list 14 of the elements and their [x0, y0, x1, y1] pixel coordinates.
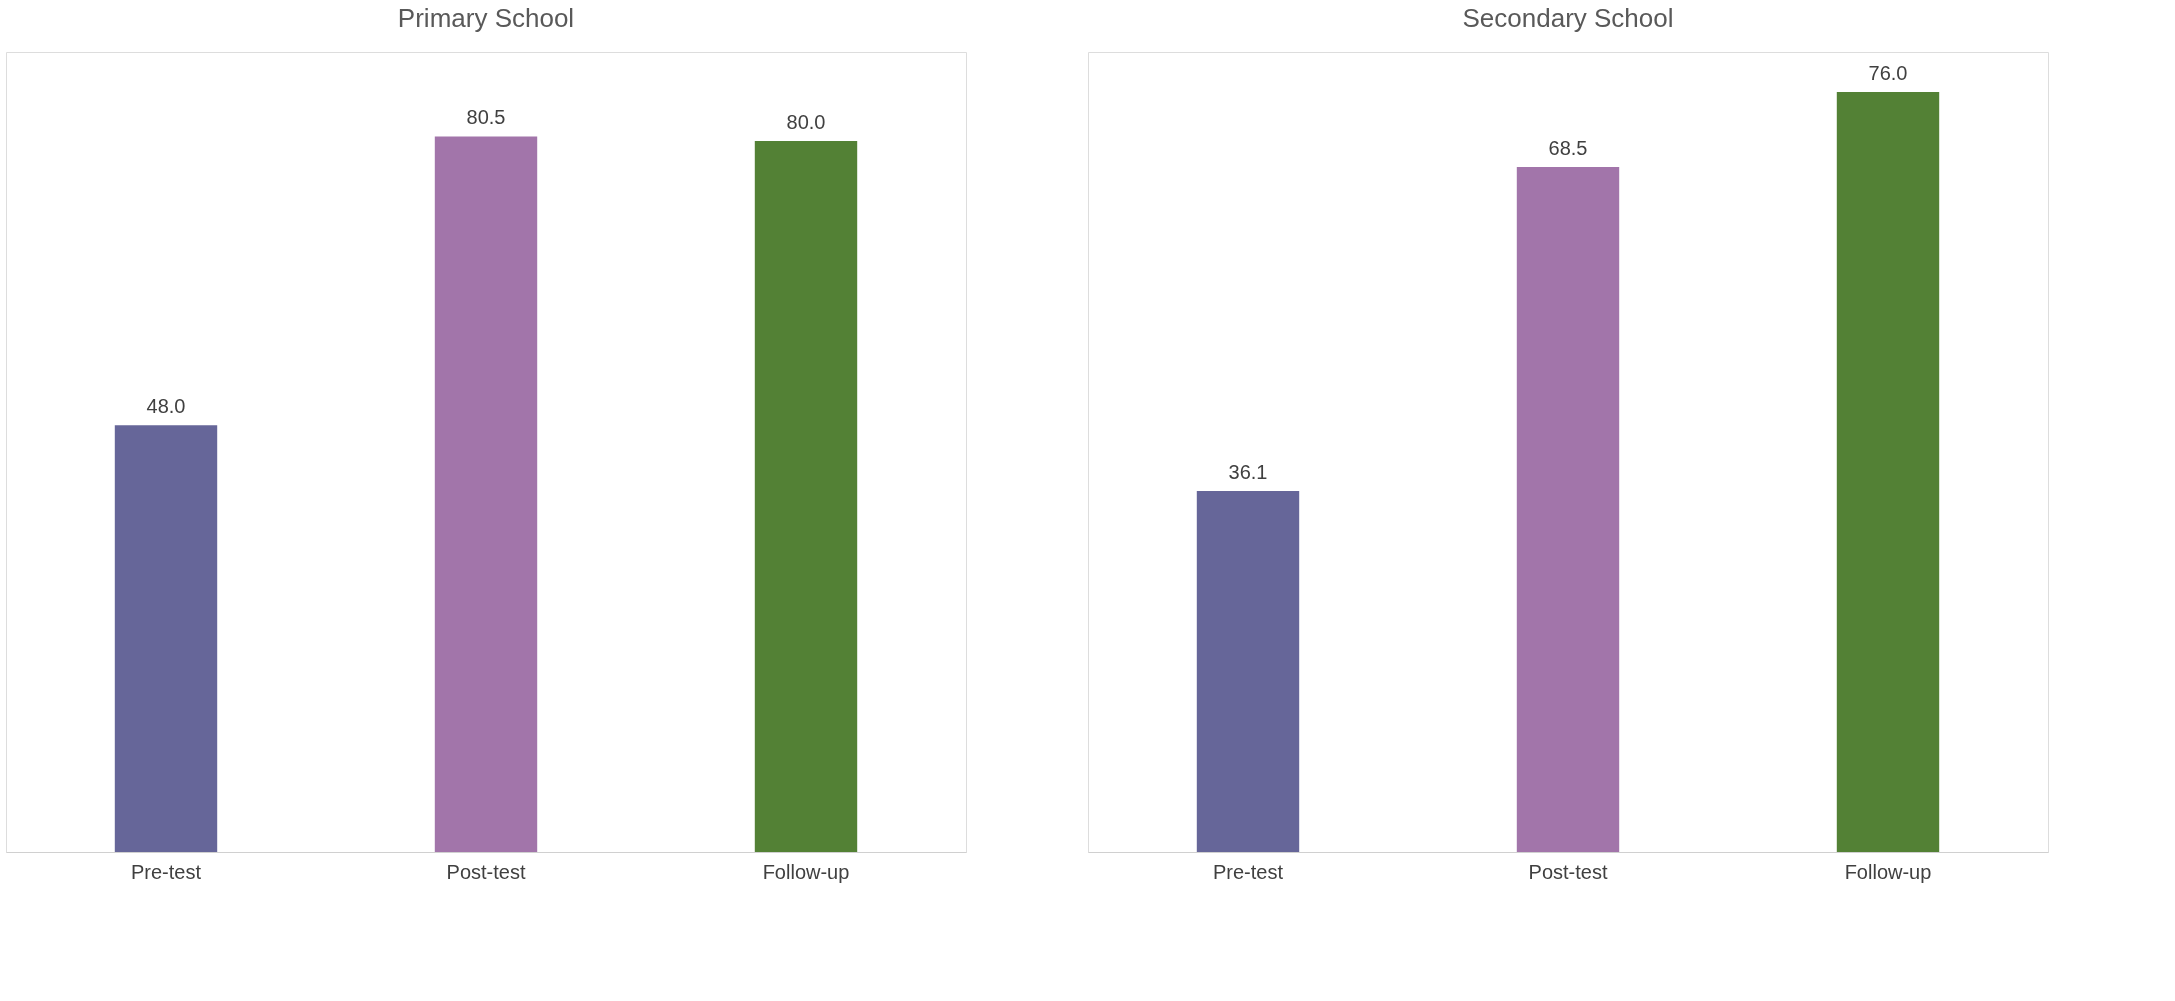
data-label: 80.0 — [786, 110, 826, 133]
chart-title: Secondary School — [1462, 3, 1674, 33]
data-label: 76.0 — [1868, 62, 1908, 84]
x-tick-label: Follow-up — [1844, 860, 1932, 883]
data-label: 36.1 — [1228, 461, 1268, 483]
x-tick-label: Pre-test — [1212, 860, 1284, 883]
data-label: 48.0 — [146, 395, 186, 418]
data-label: 80.5 — [466, 106, 506, 129]
x-tick-label: Pre-test — [130, 860, 202, 883]
x-tick-label: Follow-up — [762, 860, 850, 883]
x-tick-label: Post-test — [1528, 860, 1608, 883]
data-label: 68.5 — [1548, 137, 1588, 159]
chart-title: Primary School — [397, 3, 575, 33]
x-tick-label: Post-test — [446, 860, 526, 883]
